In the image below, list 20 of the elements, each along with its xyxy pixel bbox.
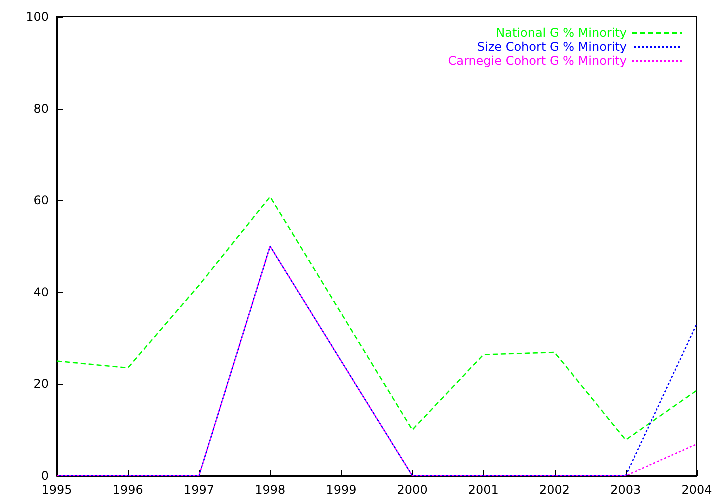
x-tick-label: 1997 — [184, 483, 214, 497]
y-tick-label: 60 — [34, 194, 49, 208]
x-tick-label: 1999 — [326, 483, 357, 497]
x-tick-label: 1995 — [42, 483, 72, 497]
legend-label: Size Cohort G % Minority — [477, 40, 627, 54]
legend-label: Carnegie Cohort G % Minority — [448, 54, 627, 68]
x-tick-label: 2002 — [540, 483, 570, 497]
x-tick-label: 2003 — [610, 483, 642, 497]
x-tick-label: 2004 — [682, 483, 712, 497]
legend-label: National G % Minority — [496, 26, 627, 40]
y-tick-label: 100 — [26, 10, 49, 24]
x-tick-label: 2001 — [468, 483, 499, 497]
x-tick-label: 1996 — [112, 483, 144, 497]
y-tick-label: 20 — [34, 377, 49, 392]
y-tick-label: 0 — [41, 469, 49, 483]
y-tick-label: 80 — [34, 102, 49, 116]
x-tick-label: 2000 — [397, 483, 428, 497]
y-tick-label: 40 — [34, 285, 49, 300]
x-tick-label: 1998 — [255, 483, 286, 497]
line-series — [56, 196, 698, 441]
